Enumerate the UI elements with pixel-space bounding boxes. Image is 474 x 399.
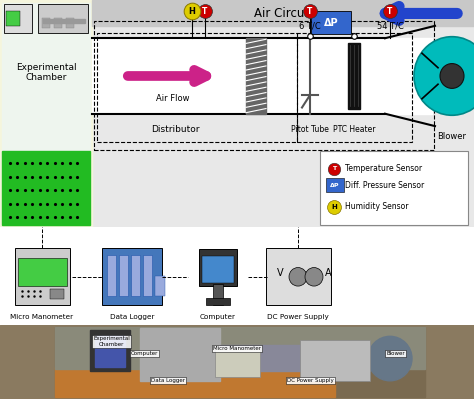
Circle shape xyxy=(289,268,307,286)
Bar xyxy=(266,248,331,304)
Text: Humidity Sensor: Humidity Sensor xyxy=(345,202,409,211)
Bar xyxy=(55,367,335,397)
Bar xyxy=(215,348,260,377)
Bar xyxy=(320,151,468,225)
Bar xyxy=(55,327,425,369)
Text: Data Logger: Data Logger xyxy=(110,314,154,320)
Bar xyxy=(2,3,90,150)
Text: Pitot Tube: Pitot Tube xyxy=(291,125,329,134)
Text: Diff. Pressure Sensor: Diff. Pressure Sensor xyxy=(345,180,424,190)
FancyBboxPatch shape xyxy=(311,11,351,34)
Bar xyxy=(246,38,266,114)
Circle shape xyxy=(414,37,474,115)
Text: V: V xyxy=(277,268,283,278)
Bar xyxy=(206,298,230,304)
Bar xyxy=(143,255,152,296)
Text: PTC Heater: PTC Heater xyxy=(333,125,375,134)
Bar xyxy=(297,33,412,142)
Bar xyxy=(97,33,297,142)
Text: ΔP: ΔP xyxy=(330,183,340,188)
Bar xyxy=(107,255,116,296)
Bar xyxy=(92,0,474,26)
Bar xyxy=(220,346,370,371)
Text: Blower: Blower xyxy=(386,351,405,356)
Bar xyxy=(43,19,85,23)
Text: T: T xyxy=(307,7,313,16)
Bar xyxy=(119,255,128,296)
Bar xyxy=(348,43,360,109)
Bar xyxy=(6,11,20,26)
Text: H: H xyxy=(331,204,337,210)
Text: ΔP: ΔP xyxy=(324,18,338,28)
Bar xyxy=(140,328,220,381)
Bar xyxy=(202,256,234,283)
Bar xyxy=(213,284,223,304)
Bar xyxy=(18,258,67,286)
Bar xyxy=(199,249,237,286)
Bar xyxy=(102,248,162,304)
Text: 54 T/C: 54 T/C xyxy=(376,21,403,30)
FancyBboxPatch shape xyxy=(326,178,344,192)
Circle shape xyxy=(305,268,323,286)
Text: Experimental
Chamber: Experimental Chamber xyxy=(93,336,130,347)
Text: T: T xyxy=(332,166,336,171)
Text: Air Flow: Air Flow xyxy=(156,94,190,103)
Bar xyxy=(42,18,50,28)
Text: Distributor: Distributor xyxy=(151,125,199,134)
Text: T: T xyxy=(387,7,392,16)
Text: Data Logger: Data Logger xyxy=(151,378,185,383)
Bar xyxy=(54,18,62,28)
Text: DC Power Supply: DC Power Supply xyxy=(287,378,334,383)
Bar xyxy=(4,4,32,33)
Text: T: T xyxy=(202,7,208,16)
Circle shape xyxy=(368,336,412,381)
Text: Temperature Sensor: Temperature Sensor xyxy=(345,164,422,173)
Text: Micro Manometer: Micro Manometer xyxy=(10,314,73,320)
Text: A: A xyxy=(325,268,331,278)
Text: Blower: Blower xyxy=(438,132,466,141)
Bar xyxy=(300,340,370,381)
Bar xyxy=(50,289,64,300)
Text: 6 T/C: 6 T/C xyxy=(299,21,321,30)
Bar xyxy=(92,38,432,114)
Bar xyxy=(95,336,125,367)
Bar xyxy=(94,21,434,150)
Text: Computer: Computer xyxy=(131,351,158,356)
Bar xyxy=(155,276,165,296)
Bar xyxy=(15,248,70,304)
Text: DC Power Supply: DC Power Supply xyxy=(267,314,329,320)
Bar xyxy=(0,0,92,227)
Bar xyxy=(55,327,425,397)
Text: Air Circuit: Air Circuit xyxy=(254,7,312,20)
Circle shape xyxy=(440,63,464,89)
Text: Experimental
Chamber: Experimental Chamber xyxy=(16,63,76,82)
Bar xyxy=(131,255,140,296)
Text: Computer: Computer xyxy=(200,314,236,320)
Bar xyxy=(90,330,130,371)
Bar xyxy=(38,4,88,33)
Bar xyxy=(66,18,74,28)
Text: H: H xyxy=(189,7,195,16)
Text: Micro Manometer: Micro Manometer xyxy=(213,346,261,351)
Bar xyxy=(2,151,90,225)
